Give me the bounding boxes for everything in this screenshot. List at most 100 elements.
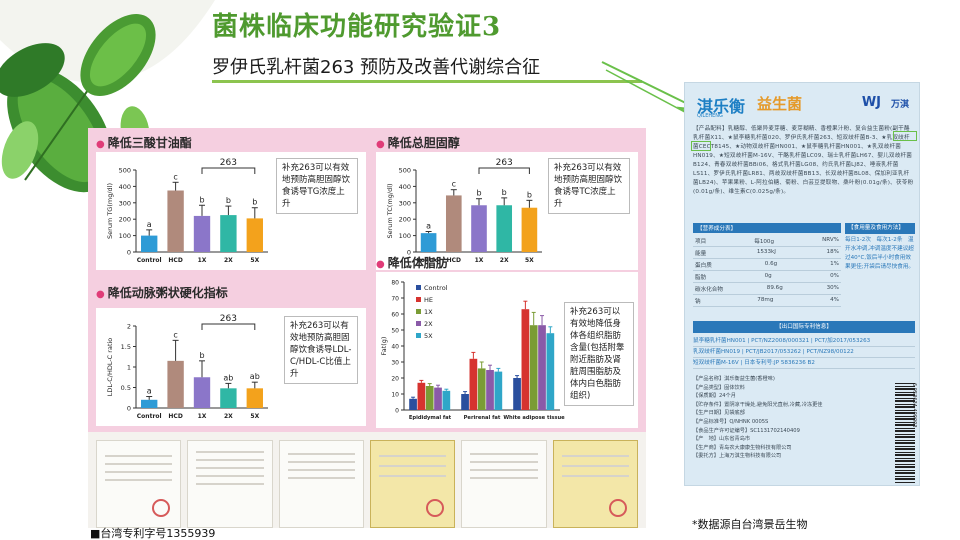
maker-name: 万淇 — [890, 100, 909, 110]
chart-bar — [538, 325, 546, 410]
chart-bar — [220, 388, 237, 408]
chart-bar — [461, 394, 469, 410]
y-tick-label: 0.5 — [121, 384, 131, 392]
legend-swatch — [416, 309, 421, 314]
group-bracket — [201, 167, 256, 174]
chart-bar — [141, 235, 158, 252]
title-block: 菌株临床功能研究验证3 罗伊氏乳杆菌263 预防及改善代谢综合征 — [212, 6, 540, 79]
x-tick-label: HCD — [447, 257, 461, 264]
chart-fat-note: 补充263可以有效地降低身体各组织脂肪含量(包括附睾附近脂肪及肾脏周围脂肪及体内… — [564, 302, 634, 406]
x-tick-label: HCD — [168, 257, 182, 264]
chart-bar — [220, 215, 237, 252]
significance-letter: ab — [250, 372, 260, 381]
chart-title-tc: 降低总胆固醇 — [376, 134, 460, 151]
chart-bar — [417, 382, 426, 410]
x-tick-label: White adipose tissue — [503, 415, 565, 421]
y-tick-label: 40 — [391, 344, 399, 351]
highlight-box — [691, 141, 711, 151]
chart-bar — [546, 333, 555, 410]
maker-logo-icon: WJ — [861, 95, 881, 110]
nutrition-header: 项目 每100g NRV% — [693, 235, 841, 247]
highlight-box — [893, 131, 917, 141]
chart-bar — [246, 218, 263, 252]
y-tick-label: 50 — [391, 328, 399, 335]
y-tick-label: 0 — [395, 408, 399, 415]
legend-label: 1X — [424, 308, 433, 316]
chart-bar — [167, 190, 184, 252]
chart-tc: 0 100 200 300 400 500 Serum TC(mg/dl) a Control c… — [376, 152, 638, 270]
chart-tc-note: 补充263可以有效地预防高胆固醇饮食诱导TC浓度上升 — [548, 158, 630, 214]
x-tick-label: 2X — [224, 413, 233, 420]
significance-letter: b — [476, 189, 481, 198]
chart-bar — [193, 215, 211, 252]
chart-bar — [521, 309, 530, 410]
significance-letter: a — [147, 220, 152, 229]
product-ingredients: 【产品配料】乳糖醇、低聚异麦芽糖、麦芽糊精、香橙果汁粉、复合益生菌粉(副干酪乳杆… — [693, 126, 914, 195]
y-tick-label: 1.5 — [121, 343, 131, 351]
chart-ratio: 0 0.5 1 1.5 2 LDL-C/HDL-C ratio a Control c HCD b 1… — [96, 308, 366, 426]
y-axis-label: Fat(g) — [380, 337, 388, 356]
significance-letter: c — [173, 172, 177, 181]
y-tick-label: 300 — [399, 199, 411, 207]
chart-bar — [434, 387, 442, 410]
chart-bar — [442, 390, 451, 410]
certificate-doc — [552, 440, 638, 528]
y-tick-label: 60 — [391, 312, 399, 319]
group-bracket-label: 263 — [220, 158, 237, 168]
certificate-doc — [96, 440, 182, 528]
nutrition-row: 碳水化合物 89.6g 30% — [693, 283, 841, 295]
legend-label: 2X — [424, 320, 433, 328]
chart-tg: 0 100 200 300 400 500 Serum TG(mg/dl) a Control c… — [96, 152, 366, 270]
significance-letter: a — [147, 387, 152, 396]
y-axis-label: LDL-C/HDL-C ratio — [106, 338, 114, 397]
nutrition-row: 脂肪 0g 0% — [693, 271, 841, 283]
x-tick-label: 5X — [525, 257, 534, 264]
chart-tg-note: 补充263可以有效地预防高胆固醇饮食诱导TG浓度上升 — [276, 158, 358, 214]
legend-swatch — [416, 297, 421, 302]
chart-bar — [513, 378, 521, 410]
y-tick-label: 1 — [127, 364, 131, 372]
certificate-doc — [369, 440, 456, 528]
legend-swatch — [416, 285, 421, 290]
nutrition-table: 【营养成分表】 项目 每100g NRV% 能量 1533kJ 18% 蛋白质 0.6… — [693, 223, 841, 307]
y-tick-label: 10 — [391, 392, 399, 399]
page-title: 菌株临床功能研究验证3 — [212, 12, 502, 42]
y-tick-label: 20 — [391, 376, 399, 383]
chart-fat: 0 10 20 30 40 50 60 70 80 Fat(g) Epididymal fat Per… — [376, 272, 638, 428]
x-tick-label: HCD — [168, 413, 182, 420]
source-note: *数据源自台湾景岳生物 — [692, 518, 808, 531]
product-header: 淇乐衡 益生菌 WJ 万淇 — [693, 93, 911, 119]
x-tick-label: 1X — [198, 413, 207, 420]
export-bar: 【出口国际专利信息】 — [693, 321, 915, 333]
usage-text: 每日1-2次 每次1-2条 温开水冲调,冲调温度不建议超过40°C,饭后半小时食… — [845, 237, 915, 270]
chart-bar — [471, 205, 487, 252]
y-tick-label: 200 — [399, 216, 411, 224]
x-tick-label: Control — [137, 413, 162, 420]
chart-bar — [141, 399, 158, 408]
y-tick-label: 0 — [127, 405, 131, 413]
chart-bar — [486, 370, 494, 410]
legend-label: Control — [424, 284, 448, 292]
significance-letter: b — [199, 195, 204, 204]
x-tick-label: 2X — [224, 257, 233, 264]
chart-title-ratio: 降低动脉粥状硬化指标 — [96, 284, 228, 301]
x-tick-label: 2X — [500, 257, 509, 264]
significance-letter: b — [199, 351, 204, 360]
usage-box: 【食用量及食用方法】 每日1-2次 每次1-2条 温开水冲调,冲调温度不建议超过… — [845, 223, 915, 272]
chart-bar — [420, 233, 437, 252]
certificate-strip — [88, 432, 646, 528]
y-tick-label: 400 — [119, 183, 131, 191]
chart-bar — [425, 386, 434, 410]
significance-letter: c — [452, 180, 456, 189]
chart-bar — [193, 377, 211, 408]
chart-title-fat: 降低体脂肪 — [376, 254, 448, 271]
x-tick-label: Control — [137, 257, 162, 264]
barcode-number: 6 953634 400003 — [911, 383, 917, 428]
chart-bar — [445, 195, 462, 252]
chart-bar — [529, 325, 538, 410]
group-bracket-label: 263 — [496, 158, 513, 168]
chart-bar — [246, 388, 263, 408]
y-tick-label: 200 — [119, 216, 131, 224]
title-underline — [212, 80, 642, 83]
x-tick-label: 5X — [250, 413, 259, 420]
